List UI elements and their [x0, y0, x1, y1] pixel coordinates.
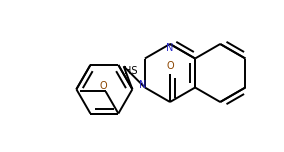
Text: O: O — [166, 61, 174, 71]
Text: HS: HS — [124, 66, 138, 76]
Text: O: O — [100, 81, 107, 92]
Text: N: N — [166, 43, 174, 53]
Text: N: N — [139, 81, 147, 90]
